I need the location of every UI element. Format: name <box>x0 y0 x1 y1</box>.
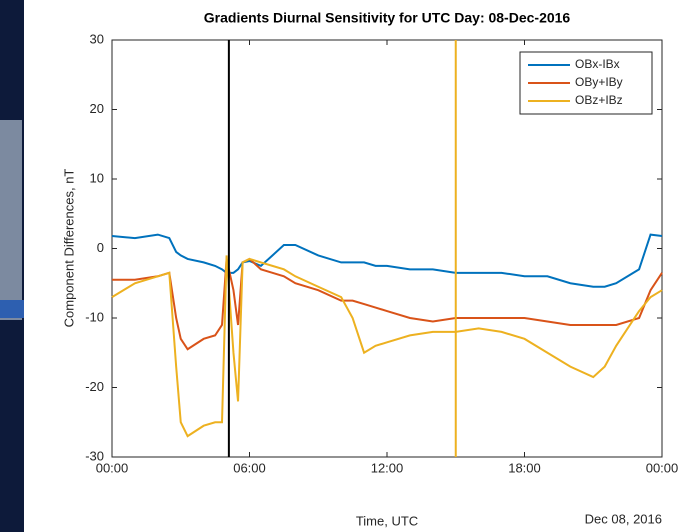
legend-label: OBy+IBy <box>575 75 623 89</box>
y-axis-label: Component Differences, nT <box>61 169 76 328</box>
side-image <box>0 120 22 320</box>
x-tick-label: 12:00 <box>371 460 404 475</box>
y-tick-label: 0 <box>97 240 104 255</box>
x-tick-label: 06:00 <box>233 460 266 475</box>
series-line <box>111 255 663 438</box>
x-tick-label: 18:00 <box>508 460 541 475</box>
legend-label: OBz+IBz <box>575 93 623 107</box>
date-label: Dec 08, 2016 <box>585 511 662 526</box>
x-axis-label: Time, UTC <box>356 513 418 528</box>
side-image-band <box>0 300 24 318</box>
y-tick-label: -20 <box>85 379 104 394</box>
y-tick-label: 30 <box>90 31 104 46</box>
y-tick-label: 10 <box>90 170 104 185</box>
series-line <box>112 257 663 351</box>
x-tick-label: 00:00 <box>646 460 679 475</box>
chart-title: Gradients Diurnal Sensitivity for UTC Da… <box>204 10 571 26</box>
y-tick-label: -30 <box>85 448 104 463</box>
y-tick-label: -10 <box>85 309 104 324</box>
legend-label: OBx-IBx <box>575 57 620 71</box>
series-line <box>111 233 663 288</box>
y-tick-label: 20 <box>90 101 104 116</box>
x-tick-label: 00:00 <box>96 460 129 475</box>
